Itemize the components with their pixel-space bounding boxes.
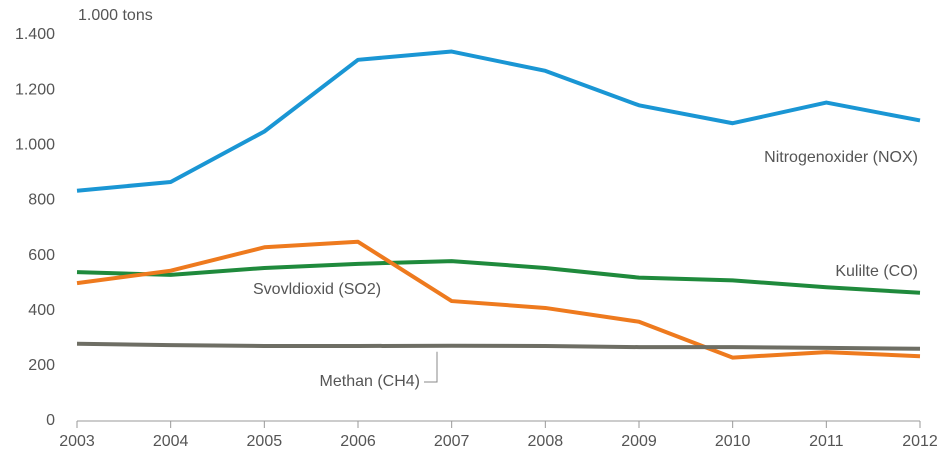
x-tick-label: 2004 [153, 433, 189, 450]
x-tick-label: 2011 [809, 433, 844, 450]
x-tick-label: 2005 [247, 433, 283, 450]
series-line [76, 259, 921, 295]
y-axis-label: 1.000 tons [78, 7, 153, 24]
y-tick-label: 0 [46, 412, 55, 429]
leader-line [424, 351, 438, 383]
y-tick-label: 400 [28, 302, 55, 319]
y-tick-label: 800 [28, 192, 55, 209]
y-tick-label: 1.400 [15, 26, 55, 43]
series-label: Kulilte (CO) [835, 263, 918, 280]
series-line [76, 49, 921, 193]
x-tick-label: 2010 [715, 433, 751, 450]
x-tick-label: 2012 [902, 433, 938, 450]
series-label: Nitrogenoxider (NOX) [764, 149, 918, 166]
x-tick-label: 2009 [621, 433, 657, 450]
y-tick-label: 1.200 [15, 81, 55, 98]
y-tick-label: 1.000 [15, 137, 55, 154]
x-tick-label: 2006 [340, 433, 376, 450]
x-tick-label: 2008 [528, 433, 564, 450]
x-tick-label: 2007 [434, 433, 470, 450]
series-line [76, 341, 921, 351]
y-tick-label: 200 [28, 357, 55, 374]
series-label: Svovldioxid (SO2) [253, 281, 381, 298]
x-tick-label: 2003 [59, 433, 95, 450]
y-tick-label: 600 [28, 247, 55, 264]
series-label: Methan (CH4) [320, 373, 420, 390]
series-line [76, 239, 921, 360]
